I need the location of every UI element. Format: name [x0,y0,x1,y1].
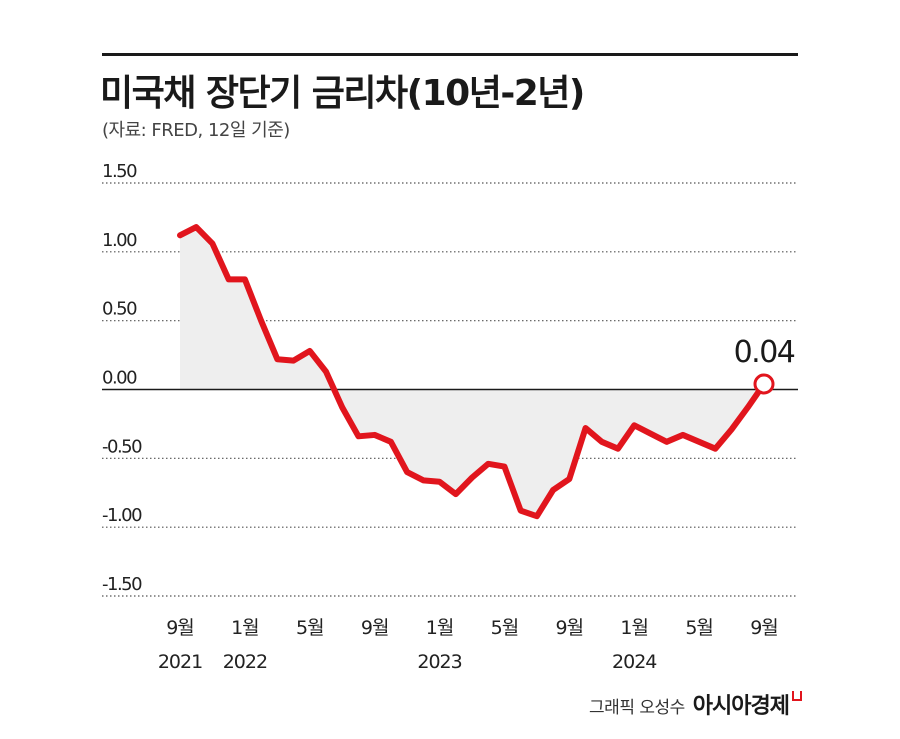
y-tick-label: -0.50 [102,436,142,457]
x-tick-month: 9월 [361,617,389,639]
end-point-marker [753,373,775,395]
graphic-credit: 그래픽 오성수 [589,698,685,718]
y-tick-label: 0.00 [102,368,137,389]
chart-source: (자료: FRED, 12일 기준) [102,120,290,141]
x-tick-month: 9월 [750,617,778,639]
series-line [177,224,767,520]
x-tick-year: 2024 [612,651,657,673]
x-tick-year: 2023 [417,651,461,673]
brand-mark-icon [792,691,802,701]
x-tick-month: 5월 [491,617,519,639]
x-tick-month: 1월 [426,617,454,639]
x-tick-month: 5월 [296,617,324,639]
x-tick-month: 9월 [166,617,194,639]
end-value-label: 0.04 [734,335,795,370]
x-tick-year: 2022 [223,651,267,673]
y-tick-label: 1.50 [102,161,137,182]
x-tick-month: 1월 [231,617,259,639]
x-tick-month: 9월 [556,617,584,639]
y-axis-labels: 1.50 1.00 0.50 0.00 -0.50 -1.00 -1.50 [102,161,144,595]
brand-logo: 아시아경제 [692,694,790,719]
x-tick-month: 5월 [685,617,713,639]
x-tick-month: 1월 [620,617,648,639]
area-fill [180,227,764,517]
y-tick-label: 0.50 [102,299,137,320]
y-tick-label: 1.00 [102,230,137,251]
y-tick-label: -1.50 [102,574,142,595]
title-rule [102,53,798,56]
x-tick-year: 2021 [158,651,202,673]
chart-title: 미국채 장단기 금리차(10년-2년) [100,73,585,114]
credit: 그래픽 오성수 아시아경제 [589,688,802,720]
x-axis-labels: 9월 2021 1월 2022 5월 9월 1월 2023 5월 9월 1월 2024 5월 9월 [158,617,779,673]
y-tick-label: -1.00 [102,505,142,526]
